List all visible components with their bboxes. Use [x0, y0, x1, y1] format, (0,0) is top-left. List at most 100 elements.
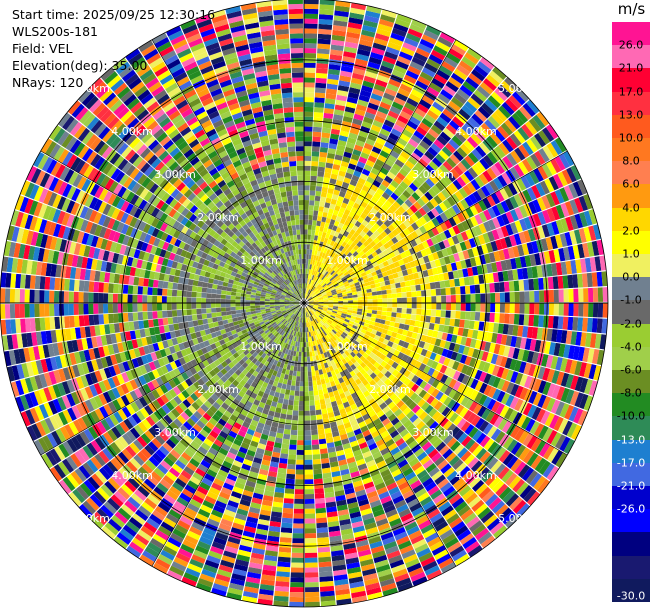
velocity-cell — [567, 316, 574, 331]
velocity-cell — [283, 394, 290, 400]
velocity-cell — [304, 435, 312, 441]
velocity-cell — [305, 268, 308, 274]
velocity-cell — [395, 317, 401, 324]
velocity-cell — [464, 285, 471, 294]
velocity-cell — [415, 162, 425, 172]
velocity-cell — [344, 193, 352, 200]
velocity-cell — [539, 290, 545, 303]
velocity-cell — [551, 206, 561, 221]
velocity-cell — [418, 171, 429, 182]
velocity-cell — [390, 244, 398, 252]
velocity-cell — [321, 127, 331, 134]
velocity-cell — [442, 108, 455, 120]
velocity-cell — [426, 86, 440, 97]
velocity-cell — [376, 241, 384, 248]
velocity-cell — [402, 128, 413, 139]
velocity-cell — [315, 185, 322, 192]
velocity-cell — [328, 284, 334, 289]
velocity-cell — [378, 69, 392, 79]
velocity-cell — [343, 151, 352, 159]
velocity-cell — [340, 287, 346, 291]
velocity-cell — [309, 284, 312, 290]
velocity-cell — [464, 170, 475, 182]
velocity-cell — [445, 310, 451, 318]
velocity-cell — [395, 119, 407, 129]
velocity-cell — [364, 250, 372, 257]
velocity-cell — [314, 92, 326, 99]
velocity-cell — [304, 366, 308, 372]
velocity-cell — [393, 96, 406, 107]
velocity-cell — [448, 139, 460, 150]
velocity-cell — [415, 284, 421, 291]
velocity-cell — [563, 151, 575, 167]
velocity-cell — [348, 281, 355, 286]
velocity-cell — [390, 212, 399, 221]
velocity-cell — [480, 303, 486, 312]
velocity-cell — [442, 85, 456, 97]
velocity-cell — [281, 403, 288, 410]
velocity-cell — [335, 179, 343, 187]
velocity-cell — [466, 48, 482, 61]
velocity-cell — [348, 211, 356, 218]
velocity-cell — [375, 79, 388, 88]
velocity-cell — [328, 261, 333, 268]
velocity-cell — [444, 219, 453, 230]
velocity-cell — [288, 399, 294, 406]
velocity-cell — [442, 160, 453, 172]
velocity-cell — [342, 115, 353, 123]
velocity-cell — [283, 428, 291, 435]
velocity-cell — [388, 78, 401, 88]
velocity-cell — [307, 295, 311, 300]
velocity-cell — [300, 366, 304, 372]
velocity-cell — [304, 126, 313, 132]
velocity-cell — [357, 277, 364, 282]
velocity-cell — [304, 249, 307, 255]
velocity-cell — [376, 74, 390, 83]
velocity-cell — [338, 239, 344, 246]
velocity-cell — [310, 170, 318, 177]
velocity-cell — [402, 211, 411, 220]
velocity-cell — [295, 464, 304, 470]
velocity-cell — [401, 303, 407, 309]
velocity-cell — [289, 395, 295, 401]
velocity-cell — [318, 261, 322, 268]
velocity-cell — [295, 479, 304, 485]
velocity-cell — [306, 346, 310, 352]
velocity-cell — [290, 429, 298, 436]
velocity-cell — [340, 160, 349, 168]
velocity-cell — [362, 196, 371, 205]
velocity-cell — [526, 187, 537, 201]
velocity-cell — [421, 117, 434, 128]
velocity-cell — [548, 176, 559, 191]
velocity-cell — [470, 294, 476, 303]
velocity-cell — [310, 365, 315, 372]
velocity-cell — [416, 144, 427, 154]
velocity-cell — [429, 316, 436, 324]
velocity-cell — [530, 135, 542, 150]
velocity-cell — [446, 171, 456, 183]
velocity-cell — [429, 198, 439, 208]
velocity-cell — [443, 229, 452, 239]
velocity-cell — [414, 278, 421, 285]
velocity-cell — [543, 303, 550, 315]
velocity-cell — [291, 562, 304, 568]
velocity-cell — [438, 149, 450, 161]
velocity-cell — [286, 409, 293, 416]
velocity-cell — [467, 97, 481, 110]
velocity-cell — [323, 253, 329, 260]
velocity-cell — [454, 318, 461, 327]
velocity-cell — [373, 37, 388, 47]
velocity-cell — [292, 528, 304, 534]
velocity-cell — [358, 250, 365, 257]
velocity-cell — [425, 25, 442, 37]
velocity-cell — [471, 113, 484, 126]
velocity-cell — [309, 395, 315, 401]
velocity-cell — [436, 295, 442, 303]
velocity-cell — [427, 128, 440, 139]
velocity-cell — [312, 131, 322, 138]
velocity-cell — [406, 291, 412, 298]
velocity-cell — [371, 251, 378, 258]
velocity-cell — [336, 144, 346, 152]
velocity-cell — [386, 171, 396, 180]
velocity-cell — [515, 88, 530, 103]
